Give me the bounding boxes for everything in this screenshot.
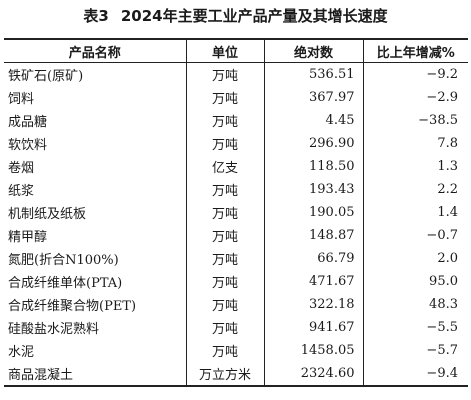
table-body: 铁矿石(原矿) 万吨 536.51 −9.2 饲料 万吨 367.97 −2.9 成品糖 万吨 4.… xyxy=(4,62,468,387)
absolute-value-cell: 2324.60 xyxy=(263,362,363,387)
header-unit: 单位 xyxy=(185,38,264,63)
header-change-percent: 比上年增减% xyxy=(362,38,468,63)
change-percent-cell: −9.2 xyxy=(362,62,468,86)
product-name-cell: 机制纸及纸板 xyxy=(8,207,87,222)
change-percent-cell: 2.0 xyxy=(362,247,468,270)
change-percent-cell: 1.4 xyxy=(362,201,468,224)
table-row: 软饮料 万吨 296.90 7.8 xyxy=(4,132,468,155)
change-percent-cell: −0.7 xyxy=(362,224,468,247)
table-row: 商品混凝土 万立方米 2324.60 −9.4 xyxy=(4,362,468,387)
absolute-value-cell: 4.45 xyxy=(263,109,363,132)
header-row: 产品名称 单位 绝对数 比上年增减% xyxy=(4,38,468,63)
product-name-cell: 铁矿石(原矿) xyxy=(8,69,84,84)
table-row: 硅酸盐水泥熟料 万吨 941.67 −5.5 xyxy=(4,316,468,339)
unit-cell: 万吨 xyxy=(185,62,264,86)
product-name-cell: 硅酸盐水泥熟料 xyxy=(8,322,100,337)
table-row: 成品糖 万吨 4.45 −38.5 xyxy=(4,109,468,132)
table-row: 纸浆 万吨 193.43 2.2 xyxy=(4,178,468,201)
change-percent-cell: −9.4 xyxy=(362,362,468,387)
absolute-value-cell: 941.67 xyxy=(263,316,363,339)
product-name-cell: 成品糖 xyxy=(8,115,48,130)
change-percent-cell: 95.0 xyxy=(362,270,468,293)
table-row: 精甲醇 万吨 148.87 −0.7 xyxy=(4,224,468,247)
absolute-value-cell: 296.90 xyxy=(263,132,363,155)
change-percent-cell: −2.9 xyxy=(362,86,468,109)
unit-cell: 万吨 xyxy=(185,339,264,362)
change-percent-cell: −5.5 xyxy=(362,316,468,339)
absolute-value-cell: 471.67 xyxy=(263,270,363,293)
table-number: 表3 xyxy=(83,7,109,25)
product-name-cell: 精甲醇 xyxy=(8,230,48,245)
product-name-cell: 纸浆 xyxy=(8,184,35,199)
unit-cell: 万吨 xyxy=(185,270,264,293)
unit-cell: 万吨 xyxy=(185,247,264,270)
industrial-output-table: 产品名称 单位 绝对数 比上年增减% 铁矿石(原矿) 万吨 536.51 −9.2 饲料… xyxy=(4,38,468,387)
table-caption: 表3 2024年主要工业产品产量及其增长速度 xyxy=(0,6,471,26)
table-row: 合成纤维单体(PTA) 万吨 471.67 95.0 xyxy=(4,270,468,293)
unit-cell: 亿支 xyxy=(185,155,264,178)
change-percent-cell: 2.2 xyxy=(362,178,468,201)
unit-cell: 万吨 xyxy=(185,224,264,247)
change-percent-cell: 1.3 xyxy=(362,155,468,178)
unit-cell: 万立方米 xyxy=(185,362,264,387)
change-percent-cell: −5.7 xyxy=(362,339,468,362)
absolute-value-cell: 322.18 xyxy=(263,293,363,316)
unit-cell: 万吨 xyxy=(185,178,264,201)
change-percent-cell: −38.5 xyxy=(362,109,468,132)
header-product-name: 产品名称 xyxy=(4,38,186,63)
unit-cell: 万吨 xyxy=(185,86,264,109)
product-name-cell: 氮肥(折合N100%) xyxy=(8,253,119,268)
header-absolute-value: 绝对数 xyxy=(263,38,363,63)
product-name-cell: 商品混凝土 xyxy=(4,362,186,387)
absolute-value-cell: 536.51 xyxy=(263,62,363,86)
table-row: 铁矿石(原矿) 万吨 536.51 −9.2 xyxy=(4,62,468,86)
unit-cell: 万吨 xyxy=(185,132,264,155)
table-row: 机制纸及纸板 万吨 190.05 1.4 xyxy=(4,201,468,224)
product-name-cell: 合成纤维单体(PTA) xyxy=(8,276,123,291)
absolute-value-cell: 367.97 xyxy=(263,86,363,109)
unit-cell: 万吨 xyxy=(185,201,264,224)
change-percent-cell: 7.8 xyxy=(362,132,468,155)
table-title: 2024年主要工业产品产量及其增长速度 xyxy=(120,7,388,25)
absolute-value-cell: 148.87 xyxy=(263,224,363,247)
product-name-cell: 卷烟 xyxy=(8,161,35,176)
absolute-value-cell: 118.50 xyxy=(263,155,363,178)
table-row: 饲料 万吨 367.97 −2.9 xyxy=(4,86,468,109)
absolute-value-cell: 1458.05 xyxy=(263,339,363,362)
table-row: 水泥 万吨 1458.05 −5.7 xyxy=(4,339,468,362)
unit-cell: 万吨 xyxy=(185,109,264,132)
table-row: 卷烟 亿支 118.50 1.3 xyxy=(4,155,468,178)
product-name-cell: 合成纤维聚合物(PET) xyxy=(8,299,137,314)
table-row: 合成纤维聚合物(PET) 万吨 322.18 48.3 xyxy=(4,293,468,316)
unit-cell: 万吨 xyxy=(185,293,264,316)
table-header: 产品名称 单位 绝对数 比上年增减% xyxy=(4,38,468,63)
product-name-cell: 饲料 xyxy=(8,92,35,107)
product-name-cell: 软饮料 xyxy=(8,138,48,153)
product-name-cell: 水泥 xyxy=(8,345,35,360)
table-row: 氮肥(折合N100%) 万吨 66.79 2.0 xyxy=(4,247,468,270)
absolute-value-cell: 190.05 xyxy=(263,201,363,224)
absolute-value-cell: 66.79 xyxy=(263,247,363,270)
change-percent-cell: 48.3 xyxy=(362,293,468,316)
unit-cell: 万吨 xyxy=(185,316,264,339)
absolute-value-cell: 193.43 xyxy=(263,178,363,201)
